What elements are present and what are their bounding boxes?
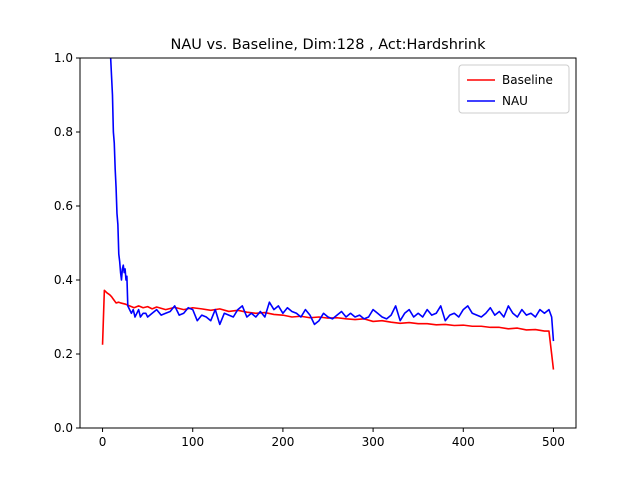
y-tick-label: 0.2 — [54, 347, 73, 361]
x-axis: 0 100 200 300 400 500 — [99, 428, 565, 449]
axes-frame — [79, 57, 577, 429]
x-tick-label: 400 — [452, 435, 475, 449]
legend-label-baseline: Baseline — [502, 73, 553, 87]
x-tick-label: 100 — [181, 435, 204, 449]
series-line-nau — [109, 58, 555, 342]
plot-area — [79, 57, 577, 429]
y-tick-label: 1.0 — [54, 51, 73, 65]
y-tick-label: 0.8 — [54, 125, 73, 139]
x-tick-label: 200 — [271, 435, 294, 449]
y-tick-label: 0.6 — [54, 199, 73, 213]
y-tick-label: 0.0 — [54, 421, 73, 435]
x-tick-label: 300 — [362, 435, 385, 449]
y-axis: 0.0 0.2 0.4 0.6 0.8 1.0 — [54, 51, 80, 435]
legend-label-nau: NAU — [502, 94, 528, 108]
series-line-baseline — [101, 289, 555, 370]
x-tick-label: 500 — [542, 435, 565, 449]
y-tick-label: 0.4 — [54, 273, 73, 287]
legend: Baseline NAU — [458, 64, 570, 114]
x-tick-label: 0 — [99, 435, 107, 449]
chart-title: NAU vs. Baseline, Dim:128 , Act:Hardshri… — [171, 37, 487, 53]
